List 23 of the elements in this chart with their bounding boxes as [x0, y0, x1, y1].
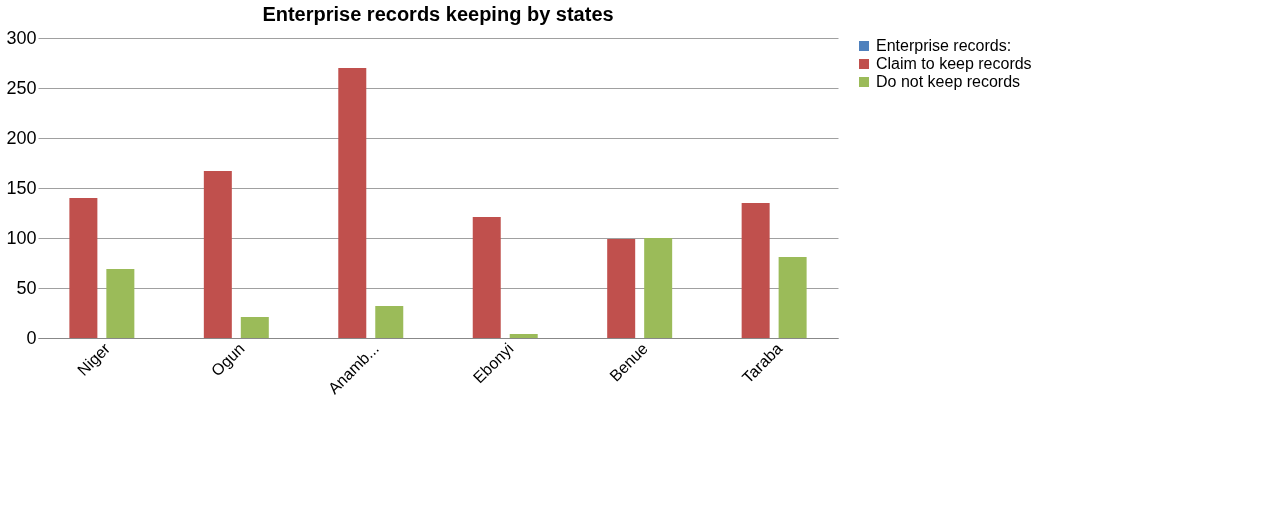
y-tick-label: 50: [16, 277, 37, 298]
y-tick-label: 300: [6, 27, 37, 48]
bar: [607, 239, 636, 338]
bar: [778, 257, 807, 338]
bar: [69, 198, 98, 338]
legend-label: Do not keep records: [876, 73, 1021, 90]
y-tick-label: 200: [6, 127, 37, 148]
chart-title: Enterprise records keeping by states: [262, 3, 614, 25]
y-tick-label: 0: [26, 327, 37, 348]
bar: [106, 269, 135, 338]
bar: [375, 306, 404, 338]
bar: [644, 238, 673, 338]
bar: [741, 203, 770, 338]
legend-label: Claim to keep records: [876, 55, 1032, 72]
y-tick-label: 150: [6, 177, 37, 198]
bar: [338, 68, 367, 338]
bar: [240, 317, 269, 338]
y-tick-label: 100: [6, 227, 37, 248]
y-tick-label: 250: [6, 77, 37, 98]
bar: [509, 334, 538, 338]
legend-label: Enterprise records:: [876, 37, 1012, 54]
bar: [203, 171, 232, 338]
bar: [472, 217, 501, 338]
